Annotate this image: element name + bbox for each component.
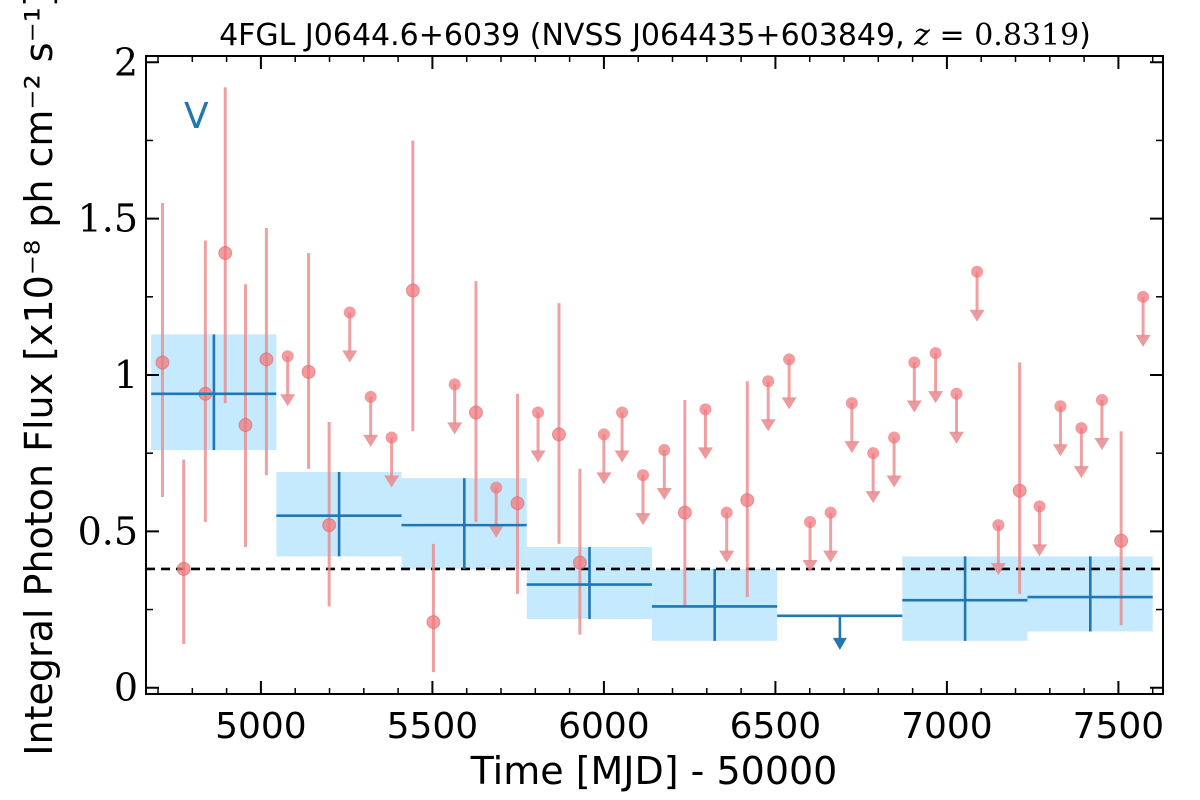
fine-ul-arrow-15 <box>802 559 818 572</box>
x-tick-label-0: 5000 <box>215 706 307 747</box>
fine-ul-point-24 <box>992 519 1005 532</box>
fine-ul-arrow-8 <box>614 450 630 463</box>
fine-ul-point-5 <box>490 481 503 494</box>
x-tick-label-2: 6000 <box>558 706 650 747</box>
fine-point-1 <box>176 561 191 576</box>
fine-ul-arrow-19 <box>886 475 902 488</box>
fine-point-11 <box>510 496 525 511</box>
yearly-bin-series <box>151 334 1153 650</box>
fine-ul-arrow-7 <box>596 472 612 485</box>
x-tick-label-5: 7500 <box>1073 706 1165 747</box>
fine-ul-arrow-23 <box>969 309 985 322</box>
fine-ul-point-16 <box>824 506 837 519</box>
fine-ul-arrow-26 <box>1052 444 1068 457</box>
y-tick-label-2: 1 <box>114 353 138 397</box>
fine-ul-arrow-16 <box>823 550 839 563</box>
fine-ul-arrow-3 <box>384 475 400 488</box>
fine-ul-point-13 <box>762 375 775 388</box>
fine-ul-point-20 <box>908 356 921 369</box>
fine-ul-point-8 <box>616 406 629 419</box>
fine-ul-point-1 <box>343 306 356 319</box>
fine-ul-arrow-27 <box>1073 466 1089 479</box>
x-tick-label-3: 6500 <box>730 706 822 747</box>
y-tick-label-3: 1.5 <box>78 197 138 241</box>
fine-ul-arrow-18 <box>865 491 881 504</box>
fine-ul-point-12 <box>720 506 733 519</box>
fine-point-17 <box>1114 533 1129 548</box>
chart-title: 4FGL J0644.6+6039 (NVSS J064435+603849, … <box>219 18 1091 53</box>
fine-ul-point-25 <box>1033 500 1046 513</box>
y-tick-label-4: 2 <box>114 40 138 84</box>
x-tick-label-1: 5500 <box>387 706 479 747</box>
fine-ul-point-28 <box>1095 394 1108 407</box>
fine-ul-point-27 <box>1075 422 1088 435</box>
fine-ul-point-18 <box>867 447 880 460</box>
fine-point-8 <box>405 283 420 298</box>
fine-ul-arrow-13 <box>760 419 776 432</box>
y-tick-label-0: 0 <box>114 666 138 710</box>
panel-annotation: V <box>184 96 209 137</box>
fine-ul-arrow-14 <box>781 397 797 410</box>
fine-ul-point-2 <box>364 390 377 403</box>
fine-ul-point-26 <box>1054 400 1067 413</box>
fine-ul-arrow-5 <box>488 525 504 538</box>
fine-ul-arrow-28 <box>1094 438 1110 451</box>
fine-ul-arrow-24 <box>990 563 1006 576</box>
fine-ul-point-19 <box>888 431 901 444</box>
fine-ul-arrow-29 <box>1135 334 1151 347</box>
fine-ul-arrow-2 <box>363 434 379 447</box>
fine-ul-point-23 <box>971 265 984 278</box>
fine-ul-point-29 <box>1137 290 1150 303</box>
fine-point-4 <box>238 418 253 433</box>
fine-ul-point-0 <box>281 350 294 363</box>
fine-ul-point-6 <box>532 406 545 419</box>
fine-ul-arrow-25 <box>1032 544 1048 557</box>
fine-ul-point-22 <box>950 387 963 400</box>
fine-point-9 <box>426 615 441 630</box>
fine-point-16 <box>1012 483 1027 498</box>
fine-bin-series <box>155 87 1151 673</box>
fine-point-3 <box>218 246 233 261</box>
fine-point-12 <box>551 427 566 442</box>
fine-ul-point-7 <box>597 428 610 441</box>
fine-ul-point-9 <box>637 469 650 482</box>
fine-ul-arrow-22 <box>949 431 965 444</box>
fine-ul-point-10 <box>658 444 671 457</box>
fine-point-7 <box>322 518 337 533</box>
fine-ul-arrow-21 <box>928 391 944 404</box>
fine-ul-arrow-12 <box>719 550 735 563</box>
fine-ul-arrow-20 <box>906 400 922 413</box>
fine-point-10 <box>468 405 483 420</box>
fine-point-14 <box>677 505 692 520</box>
fine-ul-point-17 <box>845 397 858 410</box>
fine-point-0 <box>155 355 170 370</box>
x-axis-label: Time [MJD] - 50000 <box>470 749 838 793</box>
fine-ul-arrow-9 <box>635 513 651 526</box>
fine-ul-point-3 <box>385 431 398 444</box>
fine-ul-arrow-0 <box>280 394 296 407</box>
fine-point-5 <box>259 352 274 367</box>
fine-ul-point-21 <box>929 347 942 360</box>
fine-ul-arrow-1 <box>342 350 358 363</box>
fine-ul-arrow-6 <box>530 450 546 463</box>
fine-ul-arrow-10 <box>656 488 672 501</box>
y-tick-label-1: 0.5 <box>78 509 138 553</box>
fine-ul-arrow-11 <box>697 447 713 460</box>
fine-ul-point-15 <box>804 515 817 528</box>
x-tick-label-4: 7000 <box>901 706 993 747</box>
fine-ul-point-4 <box>448 378 461 391</box>
y-axis-label: Integral Photon Flux [x10⁻⁸ ph cm⁻² s⁻¹] <box>17 0 61 756</box>
fine-point-13 <box>572 555 587 570</box>
fine-ul-point-11 <box>699 403 712 416</box>
fine-ul-point-14 <box>783 353 796 366</box>
fine-ul-arrow-17 <box>844 441 860 454</box>
fine-point-15 <box>740 493 755 508</box>
fine-point-6 <box>301 364 316 379</box>
yearly-ul-arrow-0 <box>832 637 847 650</box>
fine-ul-arrow-4 <box>447 422 463 435</box>
plot-axes: 5000 5500 6000 6500 7000 7500 0 0.5 1 1.5 2 <box>78 40 1165 747</box>
